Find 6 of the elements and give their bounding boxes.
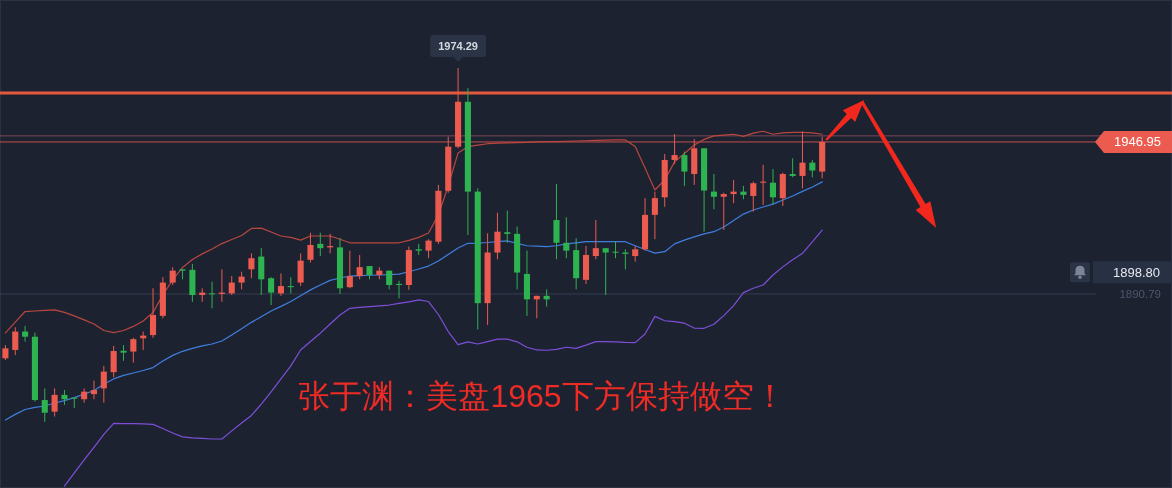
annotation: 1974.29: [430, 34, 486, 62]
annotation: 张于渊：美盘1965下方保持做空！: [298, 378, 786, 415]
annotation: 1974.29: [438, 39, 478, 52]
tick-label: 1890.79: [1119, 287, 1161, 300]
tick-label: 1946.95: [1114, 134, 1161, 150]
tick-label: 1898.80: [1113, 264, 1160, 280]
